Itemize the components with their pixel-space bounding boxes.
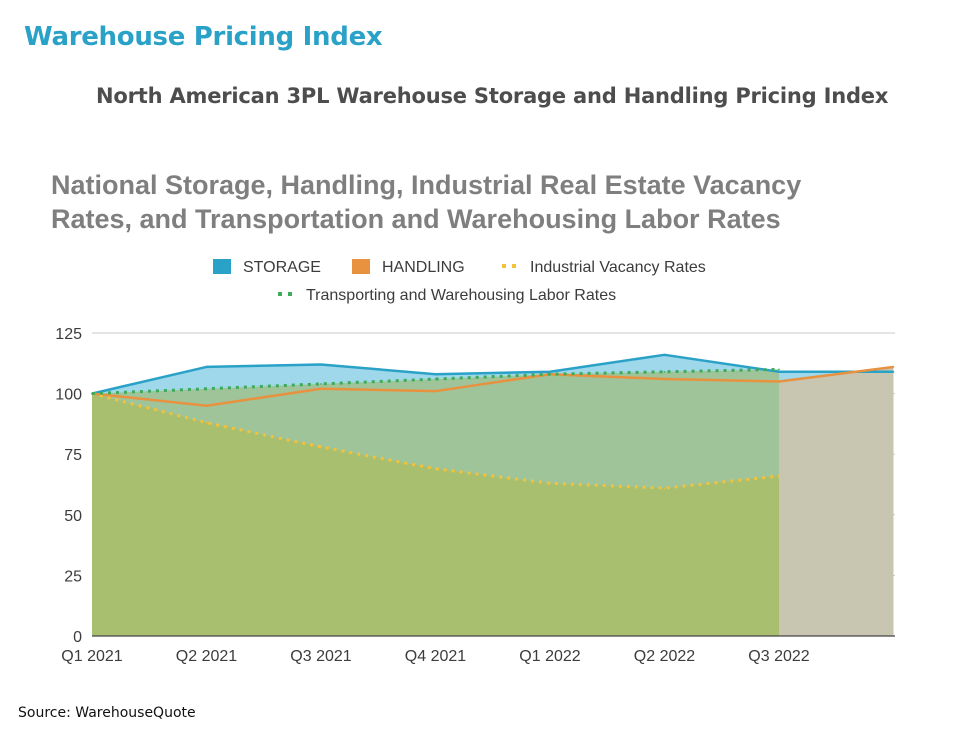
line-handling-point-7 <box>892 366 895 368</box>
line-industrial-vacancy-rates-point-5 <box>663 487 666 489</box>
page-heading: Warehouse Pricing Index <box>24 22 383 52</box>
x-tick-label-q3-2021: Q3 2021 <box>290 648 351 665</box>
line-handling-point-2 <box>320 387 322 390</box>
line-storage <box>91 353 894 395</box>
y-tick-label-25: 25 <box>64 568 82 585</box>
line-storage-point-6 <box>778 370 780 373</box>
chart-lines <box>91 353 895 490</box>
line-transporting-and-warehousing-labor-rates-point-3 <box>434 378 437 380</box>
line-handling-point-6 <box>778 380 780 383</box>
line-industrial-vacancy-rates-point-3 <box>434 467 437 470</box>
legend-handling-label: HANDLING <box>382 259 465 276</box>
x-tick-label-q1-2021: Q1 2021 <box>61 648 122 665</box>
line-transporting-and-warehousing-labor-rates-point-2 <box>320 383 322 385</box>
legend-transporting-and-warehousing-labor-rates-dot-2 <box>288 292 292 296</box>
x-tick-label-q2-2022: Q2 2022 <box>634 648 695 665</box>
legend-storage-swatch <box>213 259 231 274</box>
x-tick-label-q1-2022: Q1 2022 <box>519 648 580 665</box>
y-tick-label-125: 125 <box>55 326 82 343</box>
chart-title-line-2: Rates, and Transportation and Warehousin… <box>51 204 781 234</box>
line-industrial-vacancy-rates-point-1 <box>205 421 208 424</box>
line-storage-point-7 <box>892 370 895 373</box>
line-handling <box>91 365 894 407</box>
line-handling-point-1 <box>205 404 208 407</box>
line-storage-point-5 <box>663 354 666 356</box>
line-handling-point-5 <box>663 378 666 380</box>
line-transporting-and-warehousing-labor-rates-point-4 <box>549 373 551 376</box>
line-transporting-and-warehousing-labor-rates-point-1 <box>205 387 208 390</box>
legend-industrial-vacancy-rates-label: Industrial Vacancy Rates <box>530 259 706 276</box>
y-tick-label-75: 75 <box>64 447 82 464</box>
line-industrial-vacancy-rates-point-6 <box>778 475 780 477</box>
page-subheading: North American 3PL Warehouse Storage and… <box>96 84 889 108</box>
y-tick-label-100: 100 <box>55 387 82 404</box>
chart: National Storage, Handling, Industrial R… <box>51 170 895 665</box>
line-transporting-and-warehousing-labor-rates-point-5 <box>663 370 666 373</box>
line-storage-point-1 <box>205 366 208 368</box>
legend-storage-label: STORAGE <box>243 259 321 276</box>
line-handling-point-3 <box>434 390 437 392</box>
area-vacancy-rates <box>92 393 779 636</box>
chart-legend: STORAGE HANDLING Industrial Vacancy Rates T… <box>213 259 706 304</box>
line-storage-point-3 <box>434 373 437 376</box>
source-note: Source: WarehouseQuote <box>18 705 196 721</box>
legend-transporting-and-warehousing-labor-rates-label: Transporting and Warehousing Labor Rates <box>306 287 616 304</box>
legend-transporting-and-warehousing-labor-rates-dot-1 <box>278 292 282 296</box>
line-transporting-and-warehousing-labor-rates-point-0 <box>91 392 93 395</box>
legend-industrial-vacancy-rates-dot-1 <box>502 264 506 268</box>
chart-axes: 0 25 50 75 100 125 Q1 2021 Q2 2021 Q3 2021 Q4 202… <box>55 326 895 665</box>
legend-industrial-vacancy-rates-dot-2 <box>512 264 516 268</box>
chart-title-line-1: National Storage, Handling, Industrial R… <box>51 170 801 200</box>
x-tick-label-q2-2021: Q2 2021 <box>176 648 237 665</box>
y-tick-label-50: 50 <box>64 508 82 525</box>
x-tick-label-q4-2021: Q4 2021 <box>405 648 466 665</box>
line-storage-point-2 <box>320 363 322 366</box>
line-storage-point-4 <box>549 370 551 373</box>
chart-title: National Storage, Handling, Industrial R… <box>51 170 801 234</box>
x-tick-label-q3-2022: Q3 2022 <box>748 648 809 665</box>
chart-areas <box>92 354 894 636</box>
legend-handling-swatch <box>352 259 370 274</box>
y-tick-label-0: 0 <box>73 629 82 646</box>
line-industrial-vacancy-rates-point-2 <box>320 446 322 448</box>
line-transporting-and-warehousing-labor-rates-point-6 <box>778 368 780 371</box>
line-industrial-vacancy-rates-point-4 <box>549 482 551 485</box>
